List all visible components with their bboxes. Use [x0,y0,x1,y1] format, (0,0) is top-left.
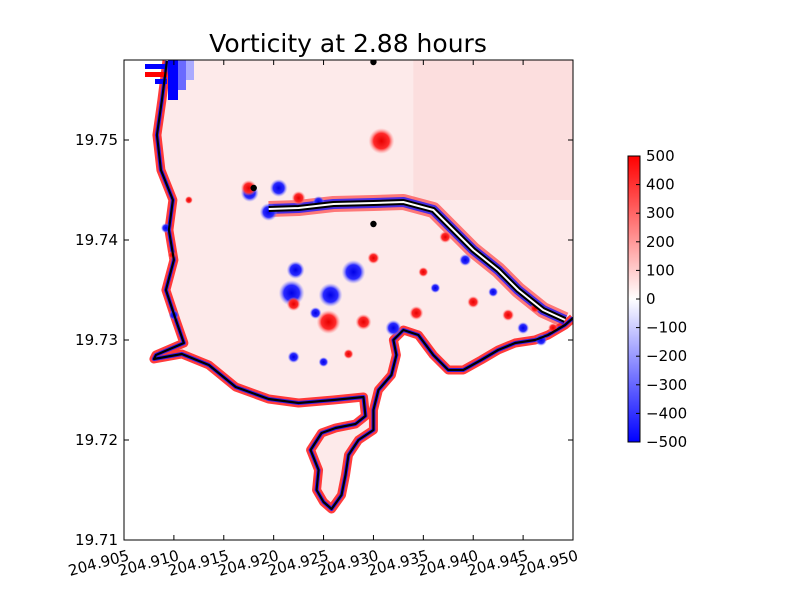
colorbar-ticks: 500 400 300 200 100 0 −100 −200 −300 −400 −500 [636,147,687,451]
plot-area [123,59,574,541]
positive-vortex [355,314,372,330]
y-tick-label: 19.71 [75,531,118,549]
colorbar-tick-label: −400 [646,404,687,422]
chart-title: Vorticity at 2.88 hours [209,29,487,58]
negative-vortex [430,283,441,293]
colorbar-tick-label: 500 [646,147,675,165]
negative-vortex [341,260,366,284]
coastline [152,60,573,511]
colorbar-tick-label: −100 [646,319,687,337]
positive-vortex [368,128,395,154]
coarse-cell [155,79,167,84]
negative-vortex [385,320,402,336]
negative-vortex [286,261,305,279]
negative-vortex [287,351,300,363]
vorticity-field [145,60,573,514]
positive-vortex [409,306,424,320]
negative-vortex [318,283,343,307]
colorbar-tick-label: −500 [646,433,687,451]
coarse-cell [145,64,167,69]
coarse-cell [186,60,194,80]
positive-vortex [439,231,452,243]
gauge-marker [250,184,257,192]
negative-vortex [488,287,499,297]
colorbar-tick-label: −200 [646,347,687,365]
positive-vortex [184,196,193,204]
negative-vortex [259,203,278,221]
colorbar-tick-label: −300 [646,376,687,394]
colorbar-tick-label: 0 [646,290,656,308]
y-tick-label: 19.74 [75,231,118,249]
positive-vortex [367,252,380,264]
positive-vortex [467,296,480,308]
coarse-cell [145,72,167,77]
positive-vortex [316,310,341,334]
colorbar-tick-label: 200 [646,233,675,251]
pier-inner [268,201,566,321]
coarse-cell [178,60,186,90]
gauge-marker [370,220,377,228]
colorbar-tick-label: 400 [646,176,675,194]
positive-vortex [291,191,306,205]
positive-vortex [418,267,429,277]
y-tick-label: 19.72 [75,431,118,449]
colorbar: 500 400 300 200 100 0 −100 −200 −300 −400 −500 [627,147,687,451]
negative-vortex [269,179,288,197]
positive-vortex [240,180,257,196]
positive-vortex [502,309,515,321]
colorbar-tick-label: 300 [646,204,675,222]
y-tick-label: 19.73 [75,331,118,349]
y-axis: 19.71 19.72 19.73 19.74 19.75 [75,131,573,549]
negative-vortex [459,254,472,266]
y-tick-label: 19.75 [75,131,118,149]
positive-vortex [343,349,354,359]
background-band [413,60,573,200]
colorbar-tick-label: 100 [646,261,675,279]
negative-vortex [517,322,530,334]
plot-frame [123,59,574,541]
coarse-cell [168,60,178,100]
negative-vortex [318,357,329,367]
positive-vortex [286,297,301,311]
